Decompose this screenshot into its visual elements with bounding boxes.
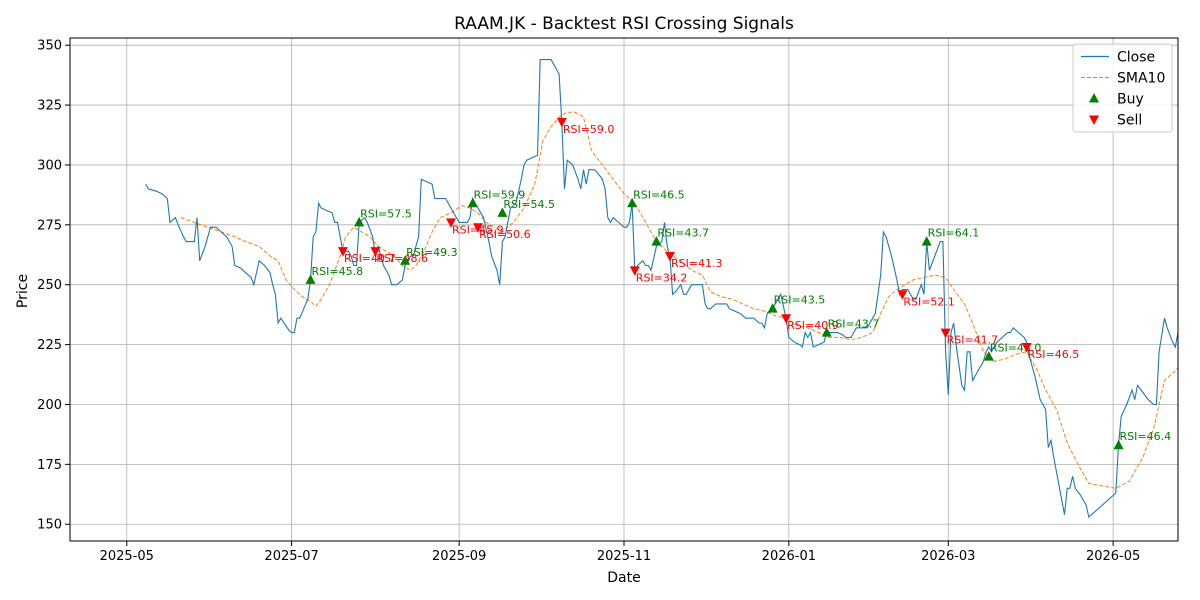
sell-signal-marker <box>556 117 567 128</box>
sell-signal-marker <box>370 247 381 257</box>
y-tick-label: 150 <box>37 518 62 533</box>
y-tick-label: 175 <box>37 458 62 473</box>
buy-signal-marker <box>651 236 662 246</box>
buy-signal-label: RSI=59.9 <box>474 188 526 201</box>
x-tick-label: 2026-03 <box>921 549 975 564</box>
buy-signal-label: RSI=57.5 <box>360 207 412 220</box>
close-series-line <box>145 59 1178 519</box>
legend-buy-swatch <box>1089 93 1099 103</box>
sell-signal-marker <box>629 266 640 276</box>
buy-signal-marker <box>921 236 932 246</box>
sell-signal-label: RSI=50.6 <box>479 228 531 241</box>
y-tick-label: 300 <box>37 158 62 173</box>
x-axis-title: Date <box>607 570 640 586</box>
x-tick-label: 2025-09 <box>432 549 486 564</box>
buy-signal-label: RSI=49.3 <box>406 246 458 259</box>
buy-signal-marker <box>400 255 411 265</box>
sell-signal-marker <box>1021 342 1032 353</box>
sell-signal-label: RSI=46.5 <box>1028 348 1080 361</box>
sell-signal-label: RSI=41.7 <box>947 334 999 347</box>
buy-signal-label: RSI=64.1 <box>928 227 980 240</box>
y-tick-label: 325 <box>37 99 62 114</box>
sell-signal-label: RSI=40.7 <box>344 252 396 265</box>
buy-signal-label: RSI=43.7 <box>828 318 880 331</box>
x-tick-label: 2026-05 <box>1086 549 1140 564</box>
legend-label: SMA10 <box>1117 71 1165 87</box>
x-tick-label: 2025-05 <box>100 549 154 564</box>
sma10-series-line <box>180 111 1178 489</box>
grid <box>70 38 1178 541</box>
buy-signal-marker <box>467 197 478 208</box>
buy-signal-marker <box>767 303 778 313</box>
buy-signal-label: RSI=43.5 <box>774 294 826 307</box>
buy-signal-marker <box>497 207 508 217</box>
sell-signal-marker <box>781 314 792 324</box>
y-tick-label: 250 <box>37 278 62 293</box>
chart-title: RAAM.JK - Backtest RSI Crossing Signals <box>454 14 794 34</box>
buy-signal-marker <box>983 351 994 361</box>
legend-label: Buy <box>1117 92 1144 108</box>
sell-signal-label: RSI=52.1 <box>903 295 955 308</box>
y-tick-label: 200 <box>37 398 62 413</box>
sell-signal-label: RSI=48.6 <box>376 252 428 265</box>
x-tick-label: 2025-11 <box>597 549 651 564</box>
sell-signal-marker <box>473 223 484 233</box>
sell-signal-label: RSI=59.0 <box>563 123 615 136</box>
y-tick-label: 350 <box>37 39 62 54</box>
buy-signal-label: RSI=46.4 <box>1120 430 1172 443</box>
sell-signal-label: RSI=41.3 <box>671 257 723 270</box>
legend: Close SMA10 Buy Sell <box>1072 43 1173 133</box>
buy-signal-label: RSI=43.7 <box>657 227 709 240</box>
legend-sell-swatch <box>1089 115 1099 125</box>
buy-signal-marker <box>1113 439 1124 450</box>
buy-signal-label: RSI=46.5 <box>633 188 685 201</box>
buy-signal-marker <box>627 197 638 208</box>
sell-signal-marker <box>940 328 951 339</box>
x-tick-label: 2026-01 <box>762 549 816 564</box>
sell-signal-label: RSI=34.2 <box>636 271 688 284</box>
buy-signal-label: RSI=45.8 <box>312 265 364 278</box>
legend-label: Close <box>1117 50 1155 66</box>
sell-signal-marker <box>446 218 457 228</box>
sell-signal-marker <box>897 290 908 300</box>
buy-signal-label: RSI=54.5 <box>503 198 555 211</box>
legend-box <box>1072 43 1173 133</box>
sell-signal-marker <box>664 251 675 262</box>
axes: 2025-05 2025-07 2025-09 2025-11 2026-01 2026-… <box>37 39 1140 564</box>
buy-signal-marker <box>821 327 832 337</box>
buy-signal-marker <box>305 274 316 284</box>
y-tick-label: 225 <box>37 338 62 353</box>
y-tick-label: 275 <box>37 218 62 233</box>
y-axis-title: Price <box>15 274 31 308</box>
buy-signal-marker <box>354 216 365 227</box>
x-tick-label: 2025-07 <box>264 549 318 564</box>
sell-signal-marker <box>337 247 348 257</box>
legend-label: Sell <box>1117 113 1142 129</box>
